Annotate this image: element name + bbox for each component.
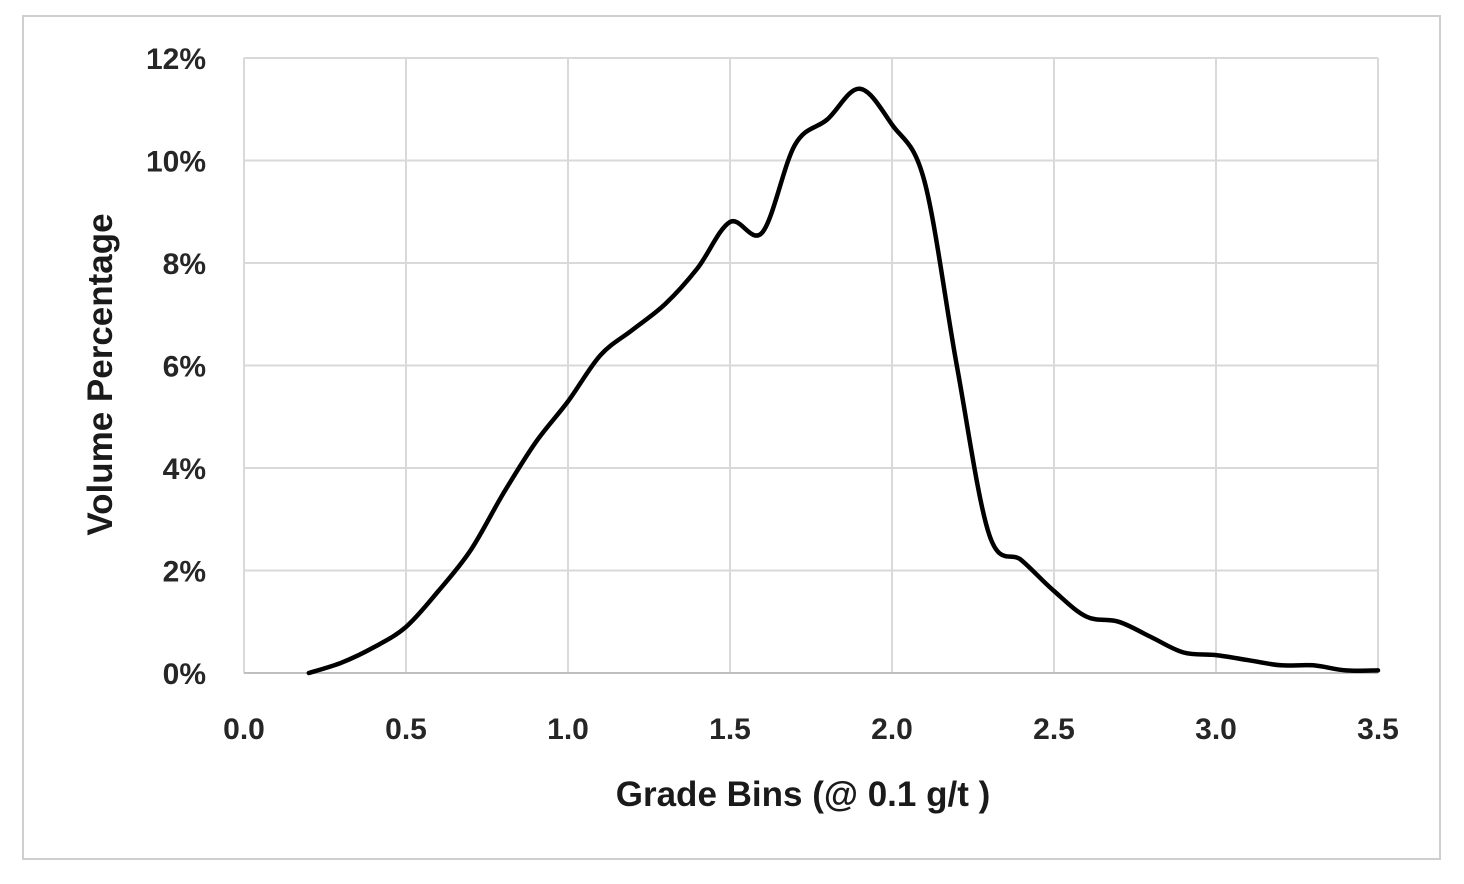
y-tick-label: 10%: [146, 146, 206, 179]
x-tick-labels: 0.0 0.5 1.0 1.5 2.0 2.5 3.0 3.5: [223, 713, 1399, 746]
y-tick-label: 0%: [163, 658, 206, 691]
x-tick-label: 1.0: [547, 713, 589, 746]
x-tick-label: 2.0: [871, 713, 913, 746]
y-axis-title: Volume Percentage: [81, 213, 120, 535]
y-tick-label: 8%: [163, 248, 206, 281]
y-tick-labels: 0% 2% 4% 6% 8% 10% 12%: [146, 43, 206, 691]
x-tick-label: 0.5: [385, 713, 427, 746]
chart-frame: [22, 15, 1441, 860]
x-axis-title: Grade Bins (@ 0.1 g/t ): [616, 775, 990, 814]
x-tick-label: 0.0: [223, 713, 265, 746]
x-tick-label: 1.5: [709, 713, 751, 746]
horizontal-gridlines: [244, 57, 1378, 572]
x-tick-label: 3.5: [1357, 713, 1399, 746]
y-tick-label: 6%: [163, 351, 206, 384]
x-tick-label: 2.5: [1033, 713, 1075, 746]
vertical-gridlines: [243, 58, 1379, 673]
volume-percentage-line: [306, 86, 1381, 676]
y-tick-label: 2%: [163, 556, 206, 589]
y-tick-label: 12%: [146, 43, 206, 76]
y-tick-label: 4%: [163, 453, 206, 486]
x-tick-label: 3.0: [1195, 713, 1237, 746]
